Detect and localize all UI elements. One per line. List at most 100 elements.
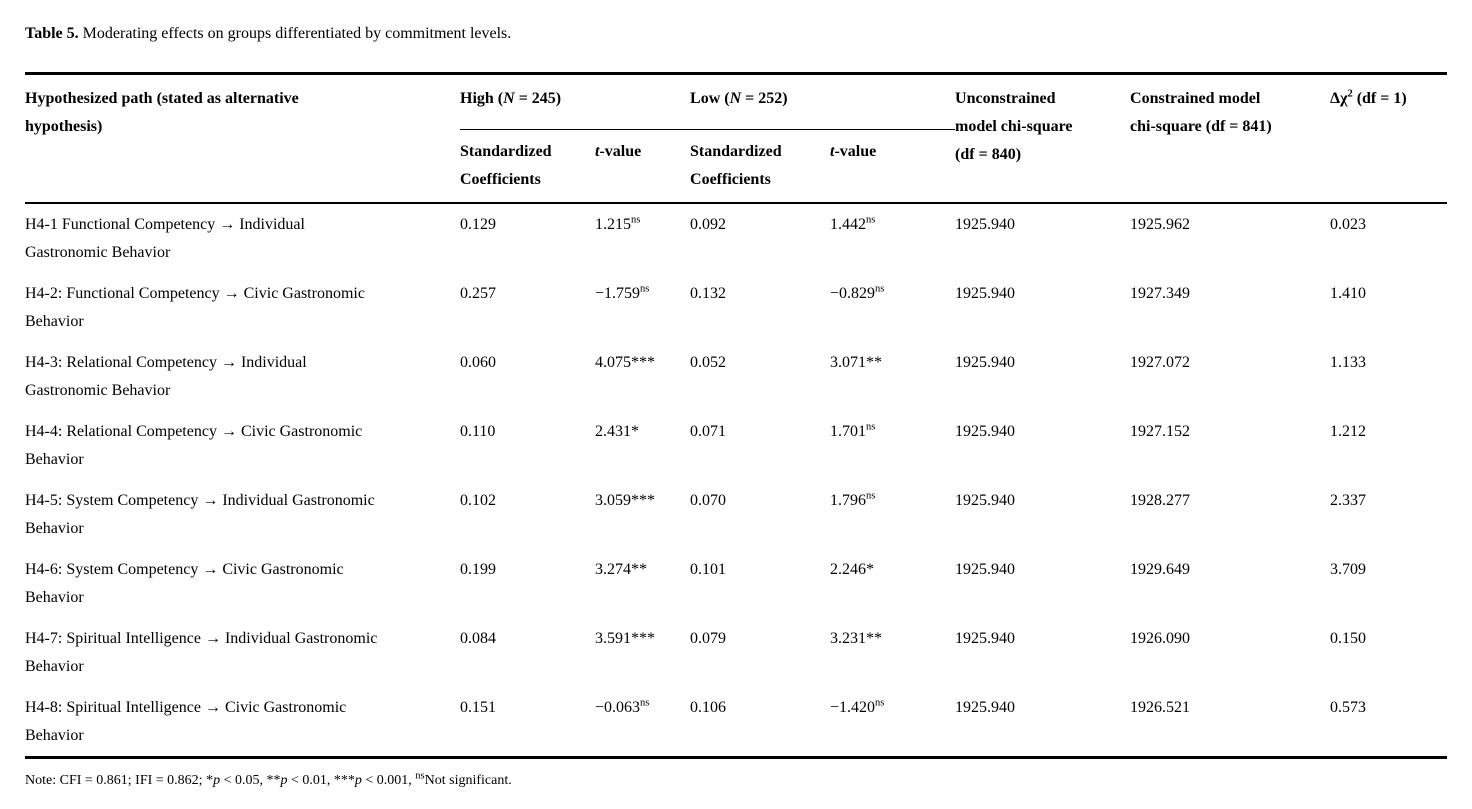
high-n-value: = 245)	[514, 90, 562, 107]
table-footnote: Note: CFI = 0.861; IFI = 0.862; * p < 0.0…	[25, 771, 1447, 791]
t-value: 2.246*	[830, 561, 875, 578]
cell-high-coeff: 0.084	[460, 630, 496, 647]
p-italic: p	[354, 773, 362, 788]
table-body: H4-1 Functional Competency → Individual …	[25, 202, 1448, 758]
cell-delta: 3.709	[1330, 561, 1367, 578]
footnote-text: < 0.01, ***	[287, 773, 355, 788]
col-header-delta-chi-square: Δχ2 (df = 1)	[1330, 74, 1447, 204]
table-row: H4-8: Spiritual Intelligence → Civic Gas…	[25, 687, 1447, 758]
cell-delta: 0.023	[1330, 202, 1448, 273]
cell-delta: 0.150	[1330, 630, 1367, 647]
t-significance: ns	[631, 214, 641, 226]
cell-high-coeff: 0.060	[460, 354, 496, 371]
table-row: H4-3: Relational Competency → Individual…	[25, 342, 1447, 411]
cell-delta: 0.573	[1330, 699, 1367, 716]
t-value: 2.431*	[595, 423, 639, 440]
col-header-high-t-value: t-value	[595, 130, 690, 204]
cell-low-coeff: 0.071	[690, 423, 727, 440]
cell-high-t: 3.591***	[595, 618, 690, 687]
cell-constrained: 1927.152	[1130, 423, 1191, 440]
t-value-label: -value	[599, 143, 642, 160]
cell-low-t: 1.442ns	[830, 202, 956, 273]
cell-delta: 1.212	[1330, 423, 1367, 440]
cell-unconstrained: 1925.940	[955, 699, 1016, 716]
cell-constrained: 1926.090	[1130, 630, 1191, 647]
t-value: 1.215	[595, 216, 631, 233]
header-row-groups: Hypothesized path (stated as alternative…	[25, 73, 1447, 163]
cell-low-coeff: 0.101	[690, 561, 727, 578]
cell-low-t: 3.231**	[830, 618, 955, 687]
cell-low-coeff: 0.079	[690, 630, 727, 647]
t-value: 1.701	[830, 423, 867, 440]
cell-low-t: 3.071**	[830, 342, 955, 411]
cell-path: H4-6: System Competency → Civic Gastrono…	[25, 561, 344, 606]
low-n-italic: N	[729, 90, 742, 107]
cell-high-t: 4.075***	[595, 342, 690, 411]
cell-constrained: 1927.349	[1130, 285, 1191, 302]
cell-unconstrained: 1925.940	[955, 354, 1016, 371]
t-value: −0.829	[830, 285, 876, 302]
col-header-constrained: Constrained model chi-square (df = 841)	[1130, 90, 1272, 135]
low-label: Low (	[690, 90, 730, 107]
cell-high-t: −0.063ns	[595, 687, 690, 758]
cell-delta: 1.410	[1330, 285, 1367, 302]
cell-low-coeff: 0.106	[690, 699, 727, 716]
table-caption-text: Moderating effects on groups differentia…	[78, 25, 512, 42]
low-n-value: = 252)	[741, 90, 788, 107]
t-value-label: -value	[834, 143, 877, 160]
cell-high-coeff: 0.257	[460, 285, 496, 302]
cell-high-coeff: 0.129	[460, 202, 595, 273]
t-significance: ns	[640, 697, 650, 709]
cell-high-coeff: 0.199	[460, 561, 496, 578]
header-row-subcolumns: Standardized Coefficients t-value Standa…	[25, 130, 1447, 204]
cell-low-coeff: 0.070	[690, 492, 727, 509]
cell-path: H4-3: Relational Competency → Individual…	[25, 354, 307, 399]
cell-delta: 2.337	[1330, 492, 1367, 509]
cell-constrained: 1925.962	[1130, 202, 1331, 273]
col-header-high-std-coeff: Standardized Coefficients	[460, 143, 552, 188]
cell-unconstrained: 1925.940	[955, 285, 1016, 302]
cell-high-t: 3.274**	[595, 549, 690, 618]
delta-chi-exponent: 2	[1347, 88, 1353, 100]
footnote-text: Note: CFI = 0.861; IFI = 0.862; *	[25, 773, 214, 788]
delta-chi-label: Δχ	[1330, 90, 1348, 107]
table-header: Hypothesized path (stated as alternative…	[25, 73, 1447, 204]
cell-low-coeff: 0.052	[690, 354, 727, 371]
cell-unconstrained: 1925.940	[955, 561, 1016, 578]
cell-unconstrained: 1925.940	[955, 492, 1016, 509]
cell-low-t: 1.701ns	[830, 411, 955, 480]
t-significance: ns	[866, 421, 876, 433]
t-value: 3.274**	[595, 561, 647, 578]
cell-constrained: 1929.649	[1130, 561, 1191, 578]
footnote-text: < 0.001,	[361, 773, 416, 788]
cell-delta: 1.133	[1330, 354, 1367, 371]
t-significance: ns	[866, 490, 876, 502]
cell-high-t: 2.431*	[595, 411, 690, 480]
cell-path: H4-7: Spiritual Intelligence → Individua…	[25, 630, 378, 675]
cell-constrained: 1926.521	[1130, 699, 1191, 716]
cell-unconstrained: 1925.940	[955, 423, 1016, 440]
cell-high-coeff: 0.102	[460, 492, 496, 509]
cell-path: H4-8: Spiritual Intelligence → Civic Gas…	[25, 699, 347, 744]
cell-path: H4-2: Functional Competency → Civic Gast…	[25, 285, 365, 330]
cell-low-t: 1.796ns	[830, 480, 955, 549]
col-group-low: Low (N = 252)	[690, 73, 956, 130]
t-significance: ns	[640, 283, 650, 295]
table-row: H4-7: Spiritual Intelligence → Individua…	[25, 618, 1447, 687]
col-header-low-std-coeff: Standardized Coefficients	[690, 143, 782, 188]
t-value: 3.231**	[830, 630, 883, 647]
t-value: 3.071**	[830, 354, 883, 371]
cell-unconstrained: 1925.940	[955, 630, 1016, 647]
t-value: 3.591***	[595, 630, 655, 647]
t-value: 4.075***	[595, 354, 655, 371]
table-row: H4-2: Functional Competency → Civic Gast…	[25, 273, 1447, 342]
cell-low-t: −0.829ns	[830, 273, 955, 342]
high-label: High (	[460, 90, 504, 107]
table-row: H4-4: Relational Competency → Civic Gast…	[25, 411, 1447, 480]
table-row: H4-6: System Competency → Civic Gastrono…	[25, 549, 1447, 618]
ns-superscript: ns	[415, 770, 425, 782]
t-value: 1.442	[830, 216, 867, 233]
cell-high-coeff: 0.151	[460, 699, 496, 716]
moderation-effects-table: Hypothesized path (stated as alternative…	[25, 72, 1448, 759]
cell-low-t: −1.420ns	[830, 687, 955, 758]
